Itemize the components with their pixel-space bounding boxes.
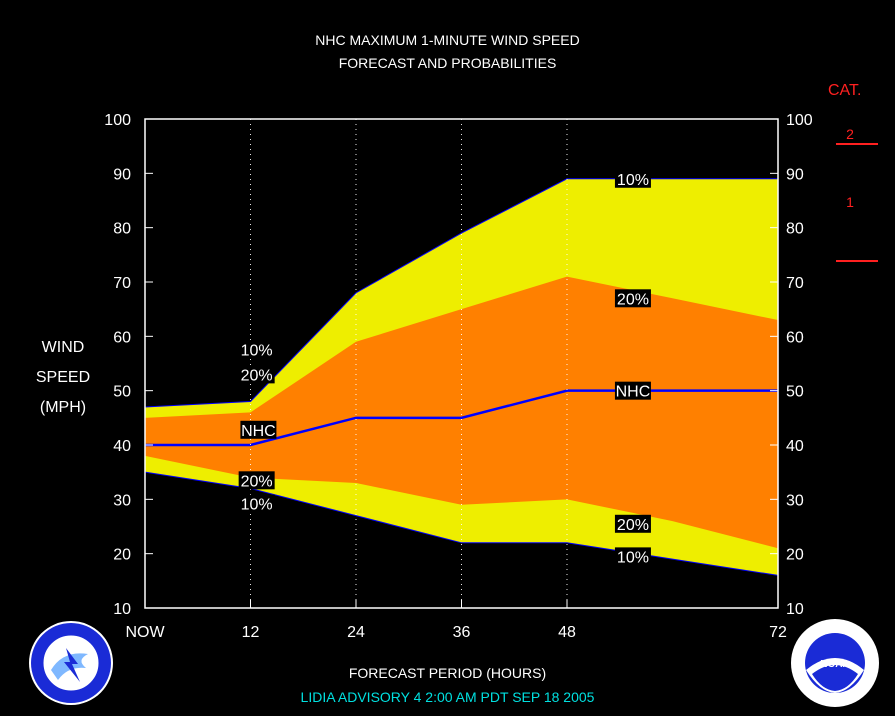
y-tick-label-left: 70 bbox=[113, 275, 131, 292]
y-tick-label-left: 20 bbox=[113, 547, 131, 564]
category-header: CAT. bbox=[828, 82, 862, 99]
x-tick-label: NOW bbox=[125, 624, 165, 641]
category-label-2: 2 bbox=[846, 126, 854, 142]
curve-label: 20% bbox=[241, 367, 273, 384]
y-tick-label-right: 90 bbox=[786, 166, 804, 183]
curve-label: 10% bbox=[617, 172, 649, 189]
x-tick-label: 48 bbox=[558, 624, 576, 641]
curve-label-box bbox=[614, 169, 651, 188]
x-tick-label: 36 bbox=[453, 624, 471, 641]
nws-logo-icon bbox=[29, 621, 113, 705]
y-tick-label-right: 30 bbox=[786, 492, 804, 509]
chart-title-line2: FORECAST AND PROBABILITIES bbox=[338, 55, 557, 71]
curve-label: NHC bbox=[241, 423, 276, 440]
curve-label: 20% bbox=[617, 517, 649, 534]
curve-label-box bbox=[614, 547, 651, 566]
x-axis-title: FORECAST PERIOD (HOURS) bbox=[348, 665, 547, 681]
curve-label-box bbox=[614, 381, 651, 400]
curve-label: NHC bbox=[616, 384, 651, 401]
y-tick-label-left: 100 bbox=[104, 112, 131, 129]
y-tick-label-left: 50 bbox=[113, 384, 131, 401]
band-20-percent bbox=[145, 276, 778, 549]
chart-title-line1: NHC MAXIMUM 1-MINUTE WIND SPEED bbox=[315, 32, 580, 48]
curve-label-box bbox=[238, 340, 275, 359]
y-tick-label-right: 70 bbox=[786, 275, 804, 292]
series-line-upper-10 bbox=[144, 178, 778, 408]
y-tick-label-left: 30 bbox=[113, 492, 131, 509]
curve-label-box bbox=[240, 420, 277, 439]
curve-label: 10% bbox=[241, 497, 273, 514]
curve-label-box bbox=[238, 365, 275, 384]
curve-label: 20% bbox=[241, 473, 273, 490]
curve-label-box bbox=[614, 289, 651, 308]
y-tick-label-left: 10 bbox=[113, 601, 131, 618]
y-axis-label-line2: SPEED bbox=[35, 369, 91, 386]
y-tick-label-right: 100 bbox=[786, 112, 813, 129]
advisory-footer: LIDIA ADVISORY 4 2:00 AM PDT SEP 18 2005 bbox=[300, 689, 595, 705]
x-tick-label: 24 bbox=[347, 624, 365, 641]
curve-label: 10% bbox=[241, 342, 273, 359]
curve-label-box bbox=[238, 494, 275, 513]
curve-label: 20% bbox=[617, 291, 649, 308]
curve-label-box bbox=[238, 471, 275, 490]
y-tick-label-right: 80 bbox=[786, 221, 804, 238]
noaa-logo-text: NOAA bbox=[820, 659, 849, 670]
curve-label-box bbox=[614, 514, 651, 533]
y-tick-label-right: 50 bbox=[786, 384, 804, 401]
y-tick-label-right: 20 bbox=[786, 547, 804, 564]
y-tick-label-right: 40 bbox=[786, 438, 804, 455]
category-label-1: 1 bbox=[846, 194, 854, 210]
y-tick-label-left: 40 bbox=[113, 438, 131, 455]
y-tick-label-left: 60 bbox=[113, 329, 131, 346]
category-threshold-line-2 bbox=[836, 143, 878, 145]
y-tick-label-left: 80 bbox=[113, 221, 131, 238]
y-tick-label-left: 90 bbox=[113, 166, 131, 183]
category-threshold-line-1 bbox=[836, 260, 878, 262]
y-axis-label-line1: WIND bbox=[41, 339, 85, 356]
y-tick-label-right: 60 bbox=[786, 329, 804, 346]
curve-label: 10% bbox=[617, 549, 649, 566]
noaa-logo-icon: NOAA bbox=[791, 619, 879, 707]
x-tick-label: 12 bbox=[242, 624, 260, 641]
y-axis-label-line3: (MPH) bbox=[39, 399, 87, 416]
y-tick-label-right: 10 bbox=[786, 601, 804, 618]
x-tick-label: 72 bbox=[769, 624, 787, 641]
